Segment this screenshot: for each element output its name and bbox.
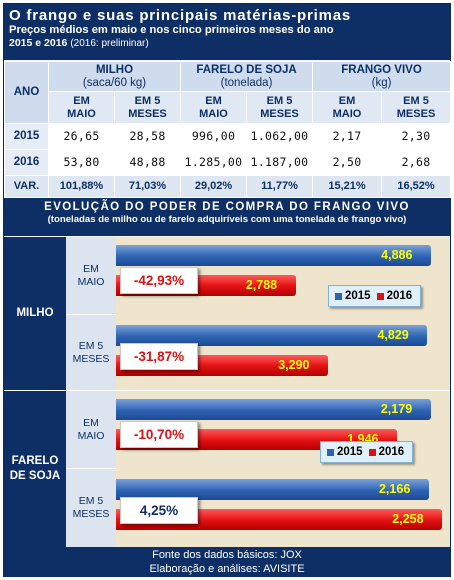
section-title: EVOLUÇÃO DO PODER DE COMPRA DO FRANGO VI… xyxy=(44,201,410,213)
footer-source: Fonte dos dados básicos: JOX xyxy=(152,549,302,561)
header-ano: ANO xyxy=(4,61,49,124)
milho-name: MILHO xyxy=(95,63,134,76)
row-year: 2016 xyxy=(4,149,49,176)
sub-em-maio: EM MAIO xyxy=(48,91,115,124)
farelo-label: FARELO DE SOJA xyxy=(4,391,66,547)
header-frango: FRANGO VIVO (kg) xyxy=(312,61,452,92)
table-cell: 16,52% xyxy=(381,175,452,198)
subtitle-line-2: 2015 e 2016 (2016: preliminar) xyxy=(9,37,445,51)
bar-2015-em-5-meses xyxy=(116,479,429,500)
table-cell: 2,50 xyxy=(312,149,383,176)
footer: Fonte dos dados básicos: JOX Elaboração … xyxy=(4,547,450,577)
subtitle-note: (2016: preliminar) xyxy=(70,37,149,49)
row-year: VAR. xyxy=(4,175,49,198)
table-cell: 996,00 xyxy=(180,123,247,150)
chart-legend: 2015 2016 xyxy=(328,285,422,307)
frango-name: FRANGO VIVO xyxy=(341,63,422,76)
header-farelo: FARELO DE SOJA (tonelada) xyxy=(179,61,314,92)
farelo-plot: 2,179 1,946 -10,70% 2,166 2,258 4,25% 2015 2016 xyxy=(116,391,450,547)
bar-value-label: 4,829 xyxy=(377,328,409,342)
legend-label: 2015 xyxy=(345,290,371,302)
legend-swatch xyxy=(335,292,342,300)
variation-badge: -42,93% xyxy=(120,267,198,294)
bar-2015-em-maio xyxy=(116,245,432,266)
table-cell: 29,02% xyxy=(180,175,247,198)
row-year: 2015 xyxy=(4,123,49,150)
farelo-panel: FARELO DE SOJA EM MAIO EM 5 MESES 2,179 1,94… xyxy=(4,391,450,547)
sub-em-5-meses: EM 5 MESES xyxy=(381,91,452,124)
table-cell: 71,03% xyxy=(114,175,181,198)
sub-em-maio: EM MAIO xyxy=(180,91,247,124)
legend-label: 2016 xyxy=(386,290,413,302)
infographic-frame: O frango e suas principais matérias-prim… xyxy=(3,3,452,577)
section-banner: EVOLUÇÃO DO PODER DE COMPRA DO FRANGO VI… xyxy=(4,198,450,236)
legend-swatch xyxy=(368,448,376,456)
legend-label: 2015 xyxy=(337,446,363,458)
legend-label: 2016 xyxy=(378,446,405,458)
section-subtitle: (toneladas de milho ou de farelo adquirí… xyxy=(47,214,407,225)
table-cell: 2,17 xyxy=(312,123,383,150)
period-em-5-meses: EM 5 MESES xyxy=(66,469,116,547)
bar-value-label: 3,290 xyxy=(278,358,310,372)
legend-swatch xyxy=(327,448,334,456)
milho-plot: 4,886 2,788 -42,93% 4,829 3,290 -31,87% 2015 20… xyxy=(116,237,450,391)
sub-em-maio: EM MAIO xyxy=(312,91,383,124)
variation-badge: -31,87% xyxy=(120,343,198,370)
table-cell: 2,30 xyxy=(381,123,452,150)
table-row-2015: 2015 26,65 28,58 996,00 1.062,00 2,17 2,… xyxy=(4,123,452,150)
period-em-5-meses: EM 5 MESES xyxy=(66,315,116,391)
footer-credits: Elaboração e análises: AVISITE xyxy=(149,563,305,575)
milho-unit: (saca/60 kg) xyxy=(82,76,147,89)
bar-2015-em-maio xyxy=(116,399,431,420)
table-cell: 11,77% xyxy=(245,175,314,198)
bar-value-label: 2,166 xyxy=(378,482,411,496)
sub-em-5-meses: EM 5 MESES xyxy=(114,91,181,124)
table-cell: 26,65 xyxy=(48,123,115,150)
subheader-row: EM MAIO EM 5 MESES EM MAIO EM 5 MESES EM MAIO… xyxy=(5,91,452,124)
table-cell: 2,68 xyxy=(381,149,452,176)
period-em-maio: EM MAIO xyxy=(66,237,116,315)
farelo-unit: (tonelada) xyxy=(220,76,273,89)
frango-unit: (kg) xyxy=(371,76,392,89)
chart-legend: 2015 2016 xyxy=(320,441,414,463)
table-row-2016: 2016 53,80 48,88 1.285,00 1.187,00 2,50 … xyxy=(4,149,452,176)
subtitle-years: 2015 e 2016 xyxy=(9,36,68,49)
header-banner: O frango e suas principais matérias-prim… xyxy=(4,4,450,60)
milho-label: MILHO xyxy=(4,237,66,391)
legend-swatch xyxy=(376,292,384,300)
table-cell: 48,88 xyxy=(114,149,181,176)
milho-panel: MILHO EM MAIO EM 5 MESES 4,886 2,788 -42,93%… xyxy=(4,237,450,391)
table-cell: 28,58 xyxy=(114,123,181,150)
sub-em-5-meses: EM 5 MESES xyxy=(245,91,314,124)
table-cell: 15,21% xyxy=(312,175,383,198)
subtitle-line-1: Preços médios em maio e nos cinco primei… xyxy=(9,24,334,36)
table-cell: 101,88% xyxy=(48,175,115,198)
farelo-name: FARELO DE SOJA xyxy=(196,63,297,76)
table-cell: 1.187,00 xyxy=(245,149,314,176)
variation-badge: 4,25% xyxy=(120,497,198,524)
bar-value-label: 2,179 xyxy=(380,402,413,416)
table-cell: 1.285,00 xyxy=(180,149,247,176)
header-milho: MILHO (saca/60 kg) xyxy=(48,61,181,92)
bar-value-label: 2,258 xyxy=(392,512,424,526)
bar-value-label: 4,886 xyxy=(381,248,413,262)
table-row-var: VAR. 101,88% 71,03% 29,02% 11,77% 15,21%… xyxy=(4,175,452,198)
variation-badge: -10,70% xyxy=(120,421,198,448)
main-title: O frango e suas principais matérias-prim… xyxy=(9,7,352,24)
period-em-maio: EM MAIO xyxy=(66,391,116,469)
bar-value-label: 2,788 xyxy=(245,278,278,292)
bar-2015-em-5-meses xyxy=(116,325,428,346)
table-cell: 53,80 xyxy=(48,149,115,176)
prices-table: ANO MILHO (saca/60 kg) FARELO DE SOJA (ton… xyxy=(4,61,452,198)
table-cell: 1.062,00 xyxy=(245,123,314,150)
